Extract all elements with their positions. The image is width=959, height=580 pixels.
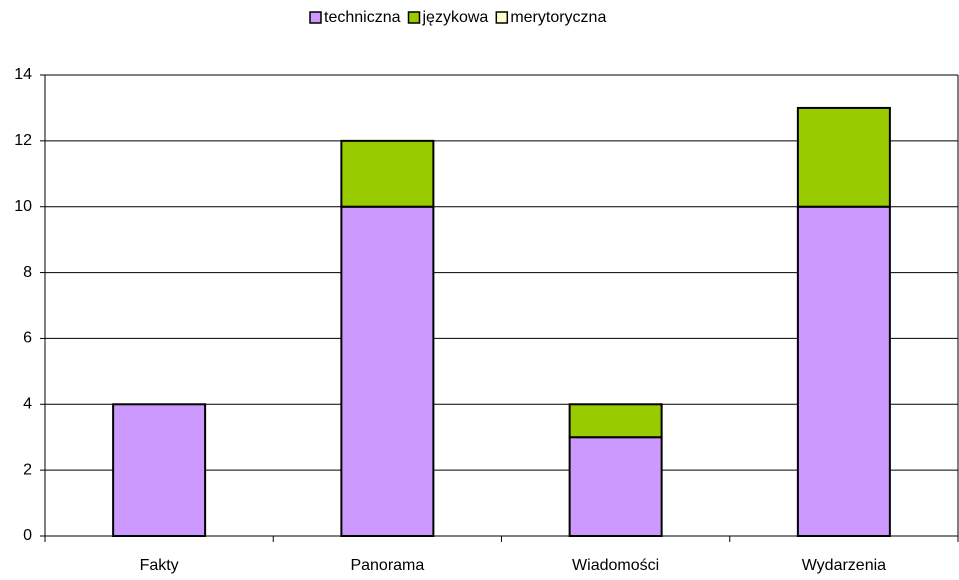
y-tick-label: 2 — [23, 461, 32, 478]
legend: techniczna językowa merytoryczna — [309, 9, 606, 26]
x-tick-label: Wiadomości — [572, 557, 659, 574]
x-tick-label: Panorama — [350, 557, 424, 574]
bar-segment — [796, 205, 891, 537]
x-tick-label: Fakty — [140, 557, 179, 574]
legend-label: językowa — [422, 9, 489, 26]
legend-swatch — [495, 11, 509, 24]
y-tick-label: 12 — [14, 132, 32, 149]
y-tick-label: 10 — [14, 198, 32, 215]
legend-label: merytoryczna — [510, 9, 606, 26]
y-tick-label: 14 — [14, 66, 32, 83]
legend-swatch — [309, 11, 322, 24]
legend-swatch — [407, 11, 421, 24]
y-tick-label: 4 — [23, 396, 32, 413]
bar-segment — [568, 436, 663, 538]
bar-segment — [340, 205, 435, 537]
bar-segment — [112, 403, 207, 537]
bar-segment — [796, 106, 891, 208]
y-tick-label: 0 — [23, 527, 32, 544]
bar-segment — [568, 403, 663, 439]
bar-segment — [340, 139, 435, 208]
legend-label: techniczna — [324, 9, 401, 26]
y-tick-label: 8 — [23, 264, 32, 281]
x-tick-label: Wydarzenia — [802, 557, 886, 574]
y-tick-label: 6 — [23, 330, 32, 347]
